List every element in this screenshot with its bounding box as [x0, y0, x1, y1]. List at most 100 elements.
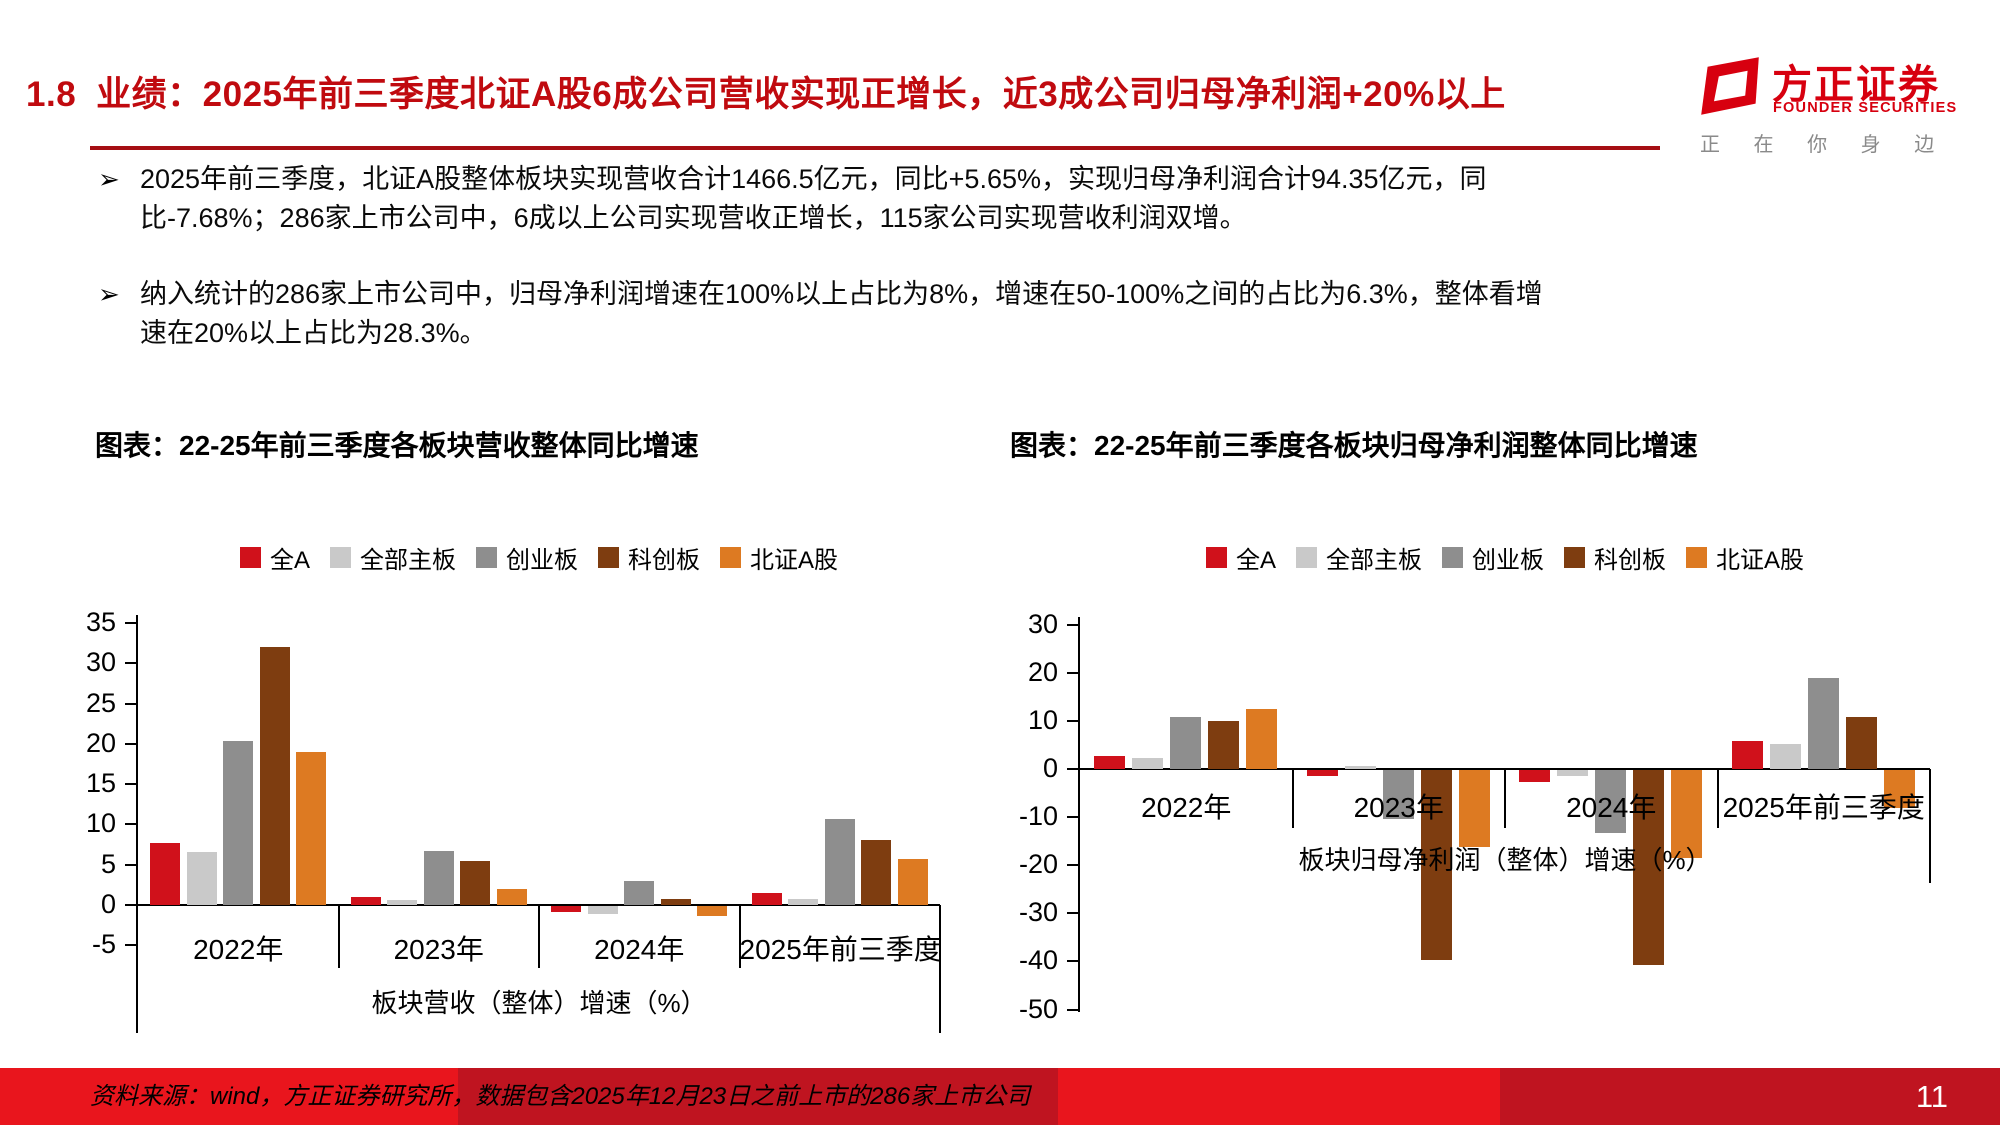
bullet-item: ➢ 纳入统计的286家上市公司中，归母净利润增速在100%以上占比为8%，增速在…: [98, 275, 1568, 353]
legend-label: 全部主板: [360, 547, 456, 574]
legend-label: 北证A股: [1716, 547, 1805, 574]
y-axis-tick-mark: [125, 904, 136, 906]
y-axis-tick-label: 35: [85, 606, 116, 637]
bullet-arrow-icon: ➢: [98, 279, 120, 309]
bar: [387, 900, 417, 905]
x-axis-category-label: 2024年: [594, 934, 685, 965]
bar: [350, 896, 381, 905]
x-axis-category-label: 2022年: [193, 934, 284, 965]
page-number: 11: [1915, 1079, 1948, 1114]
x-axis-category-label: 2024年: [1566, 792, 1657, 823]
bar: [1246, 709, 1277, 769]
x-axis-category-label: 2023年: [393, 934, 484, 965]
legend-color-swatch: [720, 547, 741, 568]
legend-item: 全部主板: [330, 540, 456, 575]
x-axis-category-label: 2023年: [1353, 792, 1444, 823]
legend-label: 科创板: [628, 547, 700, 574]
bar: [223, 740, 253, 905]
legend-item: 全A: [239, 540, 310, 575]
page-title-text: 业绩：2025年前三季度北证A股6成公司营收实现正增长，近3成公司归母净利润+2…: [96, 75, 1506, 114]
bar: [1306, 770, 1338, 776]
bar: [1557, 770, 1588, 776]
legend-color-swatch: [1296, 547, 1317, 568]
bar: [751, 892, 782, 905]
legend-item: 北证A股: [1686, 540, 1804, 575]
y-axis-tick-mark: [1067, 623, 1078, 626]
category-separator-line: [1716, 769, 1719, 828]
legend-label: 北证A股: [750, 547, 839, 574]
y-axis-tick-mark: [1067, 912, 1078, 915]
y-axis-tick-mark: [1067, 864, 1078, 867]
y-axis-tick-label: 25: [85, 687, 116, 718]
legend-color-swatch: [1686, 547, 1707, 568]
bar: [1344, 766, 1376, 769]
page-title: 1.8 业绩：2025年前三季度北证A股6成公司营收实现正增长，近3成公司归母净…: [26, 66, 1506, 117]
netprofit-growth-bar-chart: 全A 全部主板 创业板 科创板 北证A股 30 20 10 0 -10 -20 -30 -40 -50 20…: [1000, 480, 2000, 1065]
bar: [788, 898, 818, 905]
legend-item: 全A: [1205, 540, 1276, 575]
bar: [1731, 741, 1763, 769]
y-axis-tick-label: 10: [85, 808, 116, 839]
legend-item: 全部主板: [1296, 540, 1422, 575]
legend-color-swatch: [1205, 547, 1227, 568]
brand-name: 方正证券: [1772, 63, 1940, 107]
bar: [1420, 770, 1452, 960]
figure-caption-netprofit: 图表：22-25年前三季度各板块归母净利润整体同比增速: [1010, 430, 1698, 461]
bar: [1769, 743, 1801, 769]
section-number: 1.8: [26, 75, 77, 114]
legend-label: 全A: [269, 547, 310, 574]
legend-label: 全部主板: [1326, 547, 1422, 574]
legend-label: 全A: [1235, 547, 1276, 574]
legend-item: 北证A股: [720, 540, 838, 575]
chart-legend: 全A 全部主板 创业板 科创板 北证A股: [1080, 540, 1930, 575]
title-underline: [90, 146, 1660, 150]
legend-item: 科创板: [1564, 540, 1666, 575]
footer-highlight-segment: [458, 1068, 1058, 1125]
y-axis-tick-mark: [125, 662, 136, 665]
bar: [1170, 717, 1201, 769]
legend-color-swatch: [239, 547, 261, 568]
y-axis-tick-mark: [1067, 1008, 1078, 1011]
y-axis-tick-mark: [125, 863, 136, 866]
legend-color-swatch: [476, 547, 497, 568]
bar: [1382, 770, 1414, 820]
bullet-arrow-icon: ➢: [98, 164, 120, 194]
y-axis-line: [136, 615, 138, 1033]
legend-item: 科创板: [598, 540, 700, 575]
bullet-text: 2025年前三季度，北证A股整体板块实现营收合计1466.5亿元，同比+5.65…: [140, 164, 1487, 233]
y-axis-tick-mark: [1067, 960, 1078, 963]
bar: [186, 851, 217, 905]
x-axis-title: 板块营收（整体）增速（%）: [371, 988, 707, 1018]
bar: [897, 859, 928, 905]
bar: [1633, 770, 1664, 965]
y-axis-tick-mark: [125, 944, 136, 947]
legend-label: 创业板: [506, 547, 578, 574]
y-axis-tick-mark: [125, 742, 136, 745]
bar: [824, 818, 855, 905]
y-axis-tick-label: -10: [1018, 801, 1058, 832]
category-separator-line: [738, 905, 741, 968]
bar: [660, 899, 691, 905]
bar: [551, 906, 581, 912]
legend-label: 创业板: [1472, 547, 1544, 574]
category-separator-line: [538, 905, 540, 968]
category-separator-line: [939, 905, 941, 1033]
x-axis-category-label: 2025年前三季度: [739, 934, 942, 965]
legend-color-swatch: [598, 547, 619, 568]
revenue-growth-bar-chart: 全A 全部主板 创业板 科创板 北证A股 35 30 25 20 15 10 5 0 -5 2022年 202…: [60, 480, 980, 1065]
bar: [1519, 770, 1550, 783]
bar: [861, 839, 891, 905]
legend-item: 创业板: [476, 540, 578, 575]
y-axis-tick-label: 20: [85, 727, 116, 758]
y-axis-tick-mark: [1067, 719, 1078, 722]
brand-tagline: 正 在 你 身 边: [1700, 134, 1949, 156]
legend-color-swatch: [1442, 547, 1463, 568]
bar: [1595, 770, 1626, 833]
bar: [259, 647, 290, 905]
bar: [697, 906, 727, 917]
y-axis-tick-label: -30: [1018, 897, 1058, 928]
bar: [1807, 677, 1839, 769]
bullet-list: ➢ 2025年前三季度，北证A股整体板块实现营收合计1466.5亿元，同比+5.…: [98, 160, 1568, 390]
y-axis-tick-label: 0: [100, 889, 116, 919]
y-axis-tick-label: -40: [1018, 945, 1058, 976]
